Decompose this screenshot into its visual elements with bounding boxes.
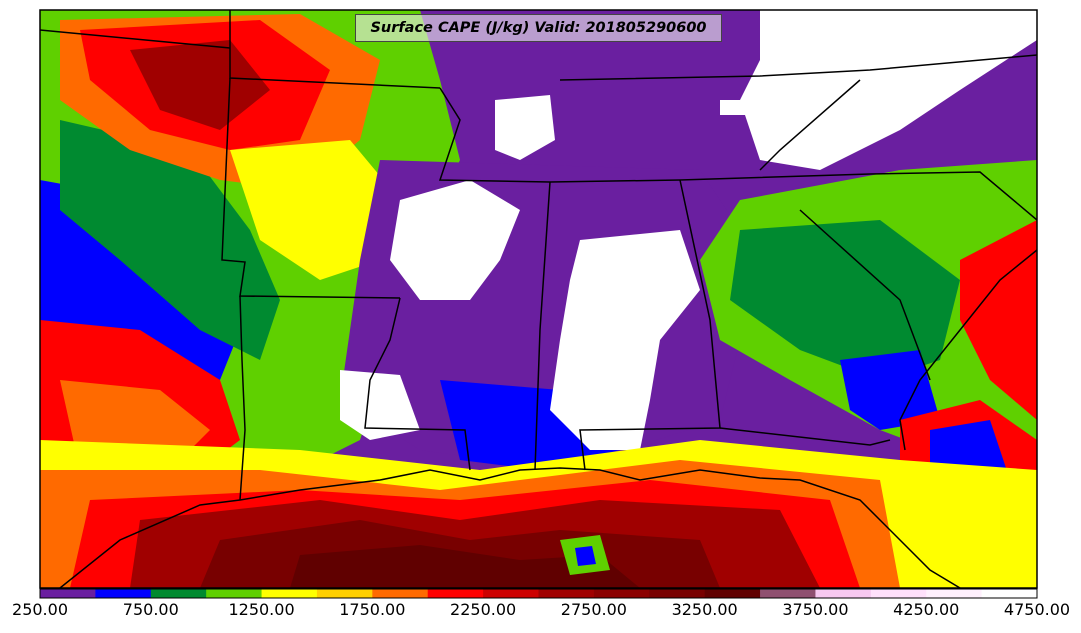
colorbar-segment <box>815 589 872 598</box>
colorbar-segment <box>981 589 1038 598</box>
coastline-gulf <box>59 467 961 588</box>
colorbar-segment <box>316 589 373 598</box>
colorbar-segment <box>150 589 207 598</box>
border-ar-la <box>364 297 471 471</box>
cape-region-central-blue <box>440 380 620 470</box>
colorbar-segment <box>372 589 429 598</box>
colorbar-tick-label: 1250.00 <box>228 600 295 619</box>
colorbar-segment <box>538 589 595 598</box>
map-frame <box>39 9 1038 589</box>
colorbar-tick-label: 3250.00 <box>671 600 738 619</box>
cape-region-nw-darkred <box>130 40 270 130</box>
colorbar-tick-label: 2750.00 <box>560 600 627 619</box>
border-tx-la <box>239 295 246 501</box>
colorbar-segment <box>649 589 706 598</box>
cape-field <box>40 10 1037 588</box>
colorbar-segment <box>40 589 96 598</box>
cape-nodata-arkansas <box>390 180 520 300</box>
colorbar-tick-label: 3750.00 <box>782 600 849 619</box>
cape-region-east-blue <box>840 350 940 430</box>
colorbar-tick-label: 750.00 <box>122 600 179 619</box>
colorbar-tick-label: 4750.00 <box>1003 600 1071 619</box>
border-ky-tn <box>559 54 1037 81</box>
colorbar-segment <box>704 589 761 598</box>
colorbar-segment <box>95 589 152 598</box>
map-title: Surface CAPE (J/kg) Valid: 201805290600 <box>355 14 722 42</box>
colorbar-tick-label: 4250.00 <box>893 600 960 619</box>
colorbar-segment <box>926 589 983 598</box>
cape-region-east-darkgreen <box>730 220 960 380</box>
colorbar-segment <box>427 589 484 598</box>
colorbar-segment <box>261 589 318 598</box>
colorbar-segment <box>870 589 927 598</box>
colorbar-segment <box>760 589 816 598</box>
colorbar <box>40 589 1038 598</box>
cape-nodata-louisiana <box>340 370 420 440</box>
cape-region-west-darkgreen <box>60 120 280 360</box>
colorbar-segment <box>483 589 539 598</box>
cape-region-carolina-red <box>960 220 1037 420</box>
state-borders <box>40 10 1037 588</box>
border-nc-va <box>759 79 861 171</box>
cape-nodata-mississippi <box>550 230 700 450</box>
border-ms-al <box>534 181 551 471</box>
colorbar-tick-label: 2250.00 <box>450 600 517 619</box>
colorbar-segment <box>593 589 650 598</box>
cape-region-west-yellow <box>230 140 400 280</box>
colorbar-tick-label: 1750.00 <box>339 600 406 619</box>
cape-nodata-northeast <box>740 10 1037 170</box>
cape-region-gulf-blue-patch <box>575 546 596 566</box>
cape-nodata-tennessee <box>495 95 555 160</box>
cape-nodata-east-patch <box>720 100 745 115</box>
colorbar-segment <box>206 589 263 598</box>
border-ga-fl <box>719 427 891 446</box>
border-ks-ok <box>40 29 231 49</box>
coastline-atlantic <box>899 249 1037 451</box>
colorbar-tick-label: 250.00 <box>12 600 68 619</box>
cape-region-gulf-deep-maroon <box>290 545 640 588</box>
colorbar-frame <box>39 588 1038 599</box>
border-ok-tx <box>221 77 401 299</box>
border-ga-sc <box>799 209 931 381</box>
border-mo <box>438 87 1037 221</box>
